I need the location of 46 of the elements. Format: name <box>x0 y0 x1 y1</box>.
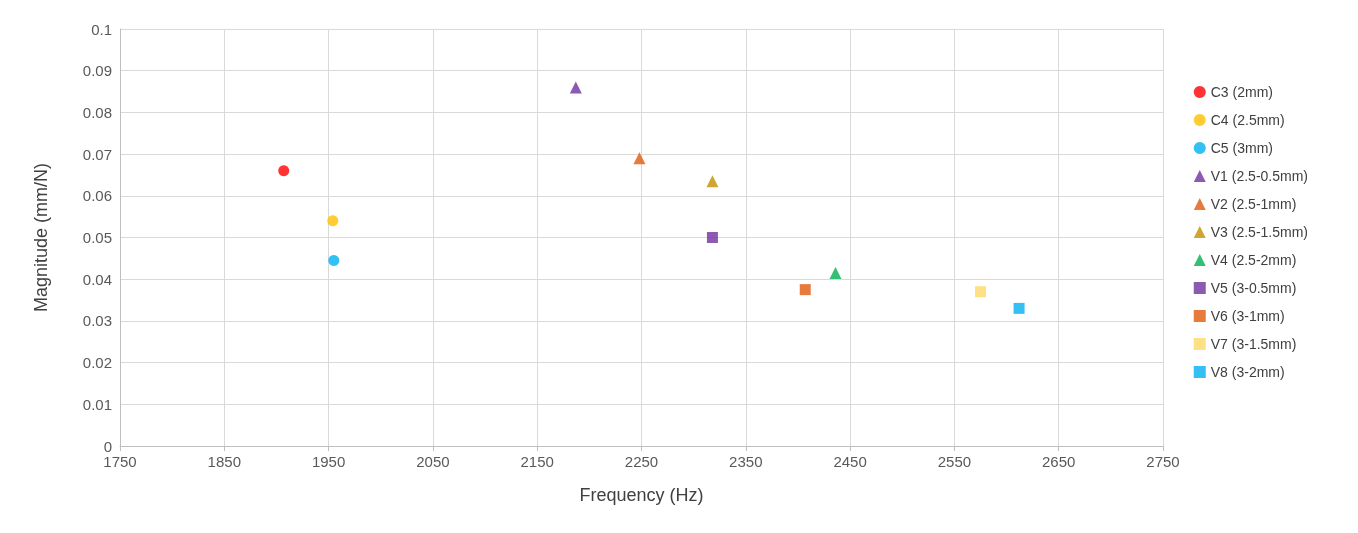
legend-label: V1 (2.5-0.5mm) <box>1210 168 1308 184</box>
x-tick-label: 1950 <box>311 453 346 470</box>
point <box>799 284 811 296</box>
point <box>829 266 842 279</box>
legend-label: V5 (3-0.5mm) <box>1210 280 1297 296</box>
y-axis-title: Magnitude (mm/N) <box>31 162 51 313</box>
x-tick-label: 1750 <box>103 453 137 470</box>
x-tick-label: 2450 <box>833 453 867 470</box>
y-tick-label: 0.1 <box>91 20 112 38</box>
legend-label: V8 (3-2mm) <box>1210 364 1285 380</box>
x-tick-label: 2750 <box>1146 453 1180 470</box>
y-tick-label: 0.01 <box>82 395 112 413</box>
x-tick-label: 2050 <box>416 453 450 470</box>
y-tick-label: 0.03 <box>82 312 112 330</box>
legend-label: V2 (2.5-1mm) <box>1210 196 1297 212</box>
x-tick-label: 2150 <box>520 453 554 470</box>
y-tick-label: 0.02 <box>82 354 112 372</box>
point <box>633 152 646 165</box>
y-tick-label: 0.04 <box>82 270 112 288</box>
y-tick-label: 0.08 <box>82 103 112 121</box>
legend-label: V3 (2.5-1.5mm) <box>1210 224 1308 240</box>
point <box>706 232 718 243</box>
legend-label: C4 (2.5mm) <box>1210 112 1285 128</box>
y-tick-label: 0.09 <box>82 62 112 80</box>
point <box>569 81 582 94</box>
x-tick-label: 2650 <box>1042 453 1076 470</box>
x-axis-title: Frequency (Hz) <box>579 485 704 505</box>
x-tick-label: 2250 <box>624 453 659 470</box>
y-tick-label: 0.06 <box>82 187 112 205</box>
legend-label: C5 (3mm) <box>1210 140 1273 156</box>
point <box>1013 302 1025 314</box>
legend-label: C3 (2mm) <box>1210 84 1273 100</box>
point <box>974 286 986 298</box>
legend-label: V6 (3-1mm) <box>1210 308 1285 324</box>
point <box>706 175 719 188</box>
legend-label: V4 (2.5-2mm) <box>1210 252 1297 268</box>
point <box>278 165 290 177</box>
x-tick-label: 1850 <box>207 453 241 470</box>
y-tick-label: 0 <box>103 437 112 455</box>
x-tick-label: 2550 <box>937 453 972 470</box>
point <box>327 215 339 227</box>
y-tick-label: 0.07 <box>82 145 112 163</box>
y-tick-label: 0.05 <box>82 229 112 246</box>
point <box>328 254 340 266</box>
legend-label: V7 (3-1.5mm) <box>1210 336 1297 352</box>
x-tick-label: 2350 <box>729 453 763 470</box>
